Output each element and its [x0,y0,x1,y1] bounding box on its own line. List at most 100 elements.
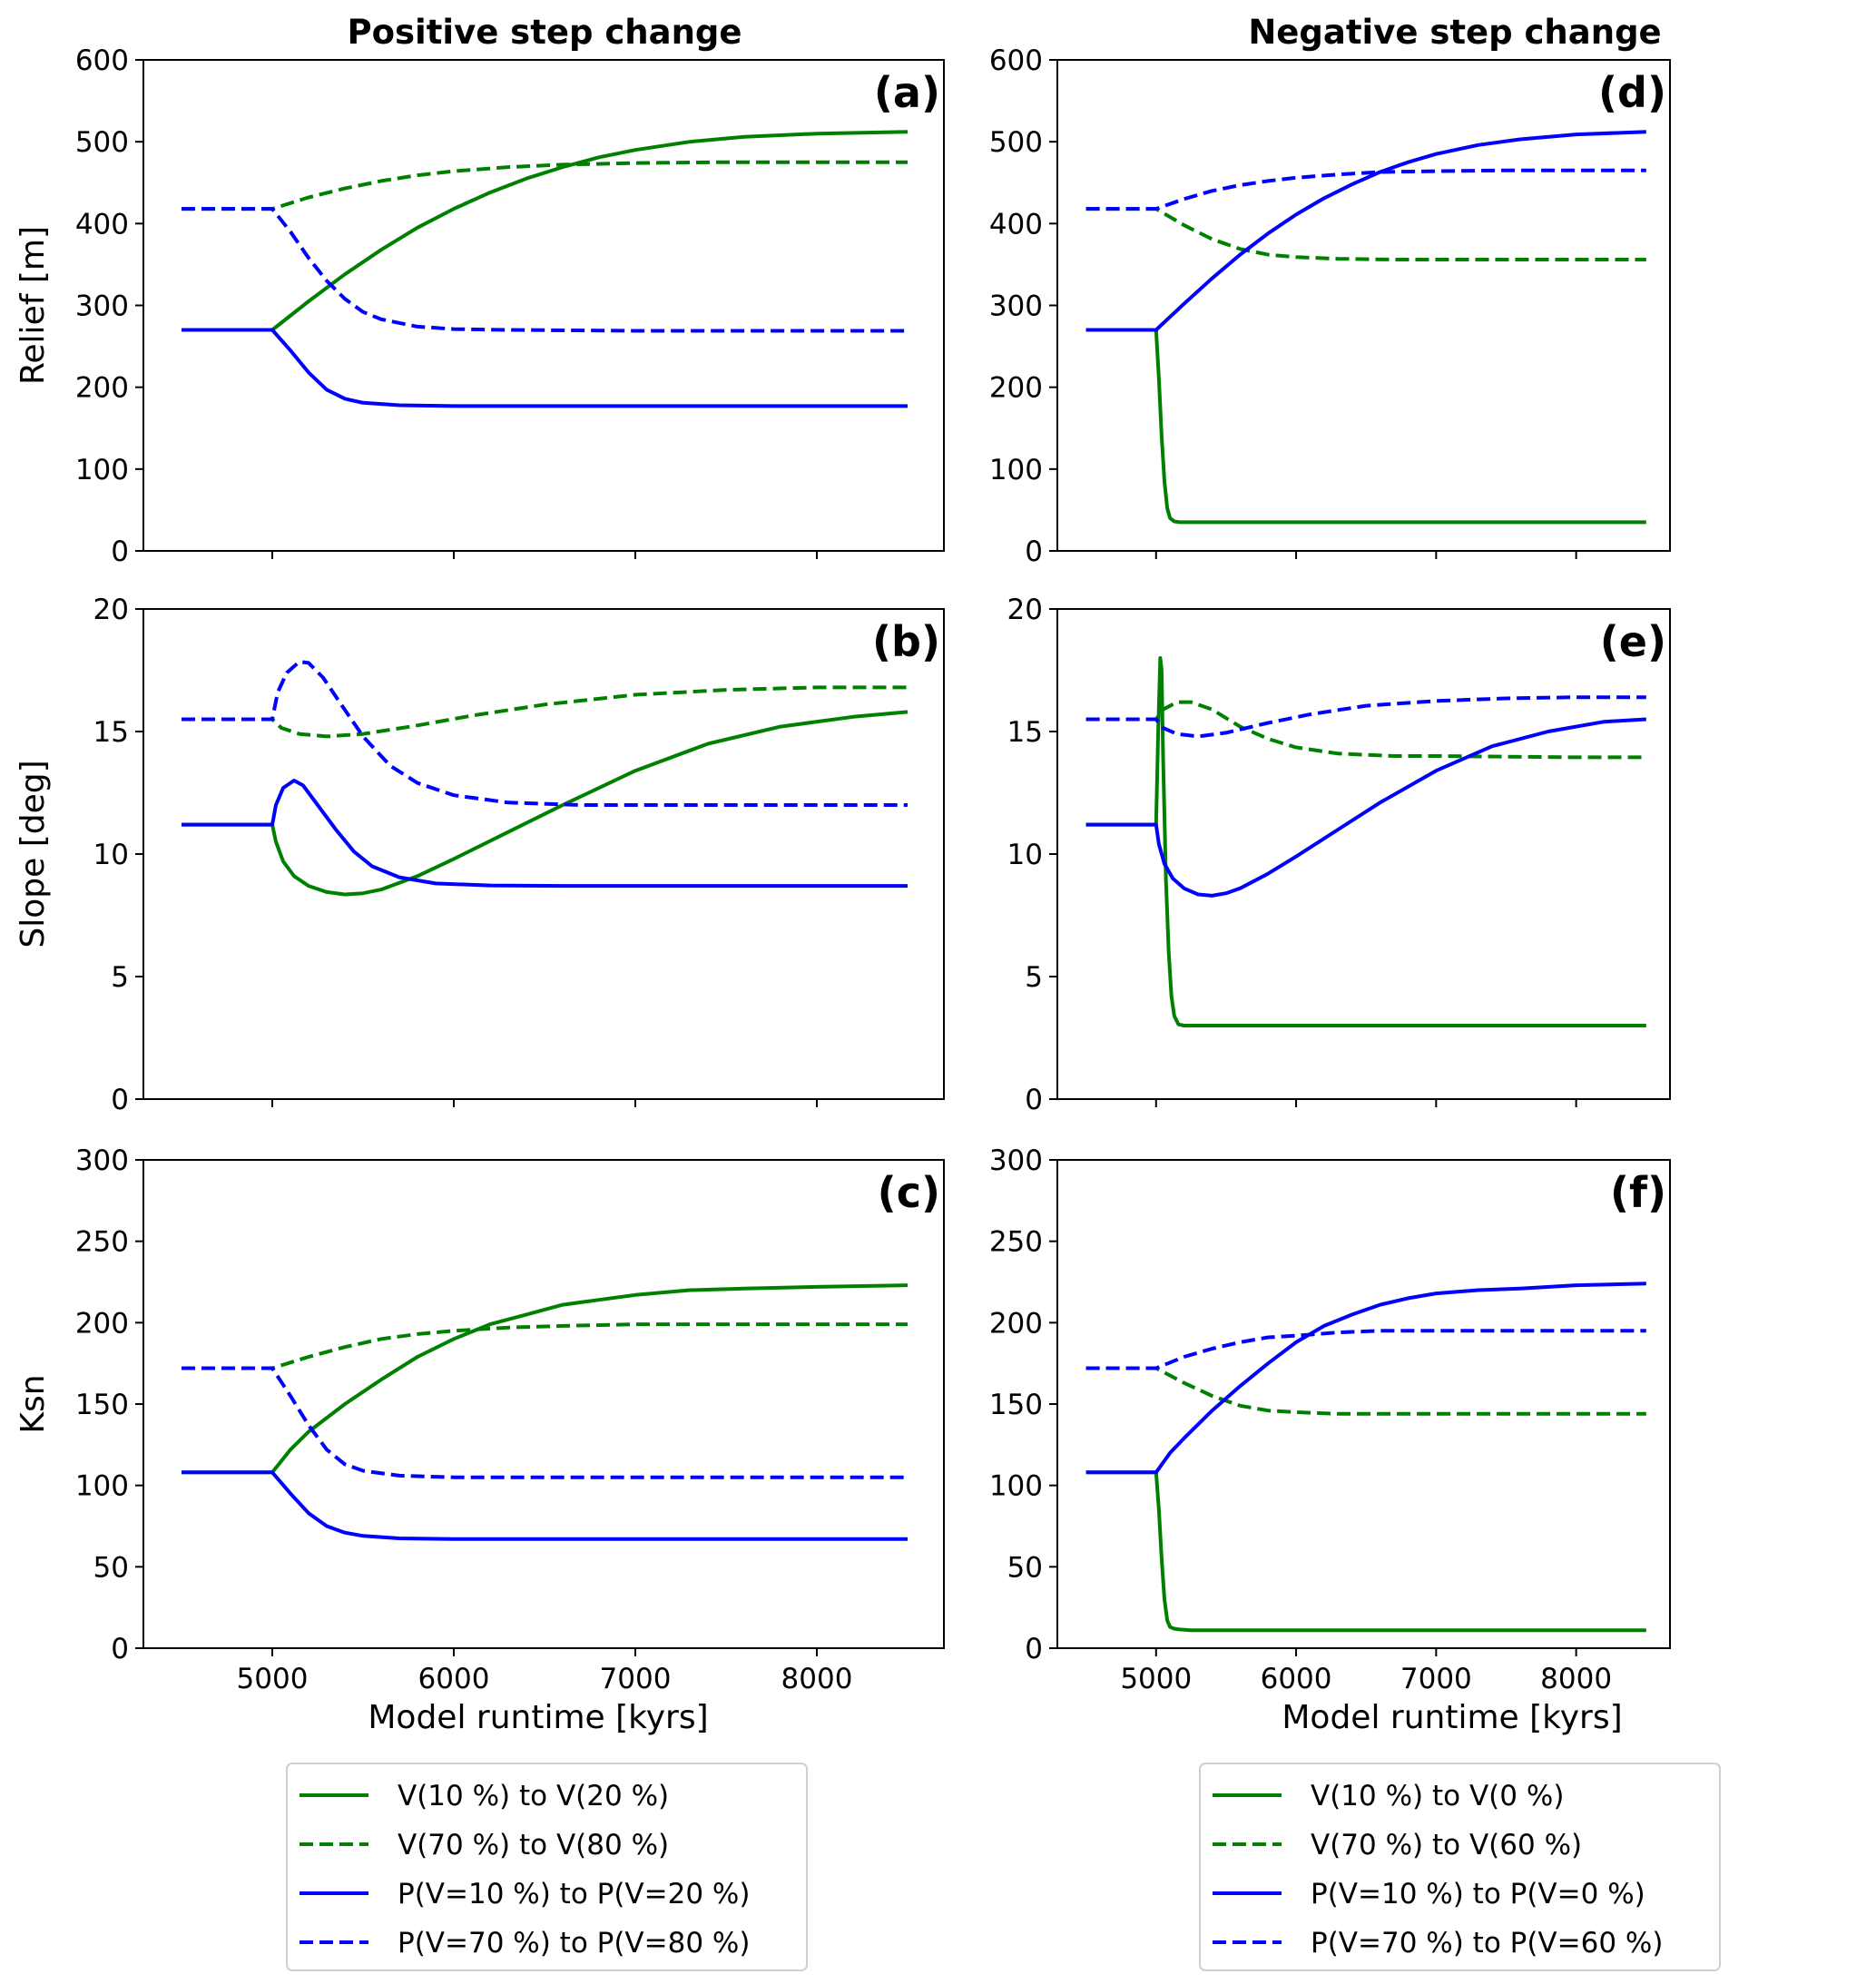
y-tick-label: 0 [111,535,129,568]
panel-label: (f) [1610,1168,1666,1217]
series-line-blue-solid [1085,1282,1646,1475]
y-tick-label: 300 [989,290,1043,323]
y-tick-label: 0 [111,1084,129,1116]
panel-label: (d) [1598,68,1666,117]
series-line-green-solid [182,1283,909,1475]
series-line-green-dashed [1085,207,1646,261]
y-tick-label: 400 [75,208,129,241]
y-tick-label: 50 [1007,1551,1043,1584]
y-tick-label: 100 [75,454,129,486]
y-tick-label: 200 [75,1307,129,1340]
panel-c: 0 50 100 150 200 250 300 5000 6000 7000 8000 (c) Ksn [15,1144,945,1695]
legend-entry-label: P(V=10 %) to P(V=0 %) [1311,1878,1645,1910]
legends: V(10 %) to V(20 %) V(70 %) to V(80 %) P(V=… [286,1763,1721,1971]
series-line-blue-solid [182,328,908,408]
y-tick-label: 250 [75,1226,129,1259]
y-tick-label: 100 [989,1470,1043,1503]
y-tick-label: 15 [93,716,129,749]
legend-box [286,1763,808,1971]
x-tick-label: 6000 [1261,1663,1332,1695]
y-tick-label: 200 [989,372,1043,405]
x-tick-label: 5000 [1120,1663,1192,1695]
y-tick-label: 600 [989,44,1043,77]
x-axis-label-right: Model runtime [kyrs] [1282,1699,1622,1736]
legend-entry-label: V(70 %) to V(80 %) [398,1829,669,1861]
panel-f: 0 50 100 150 200 250 300 5000 6000 7000 8000 (f) [989,1144,1671,1695]
y-tick-label: 300 [989,1144,1043,1177]
x-tick-label: 8000 [781,1663,853,1695]
y-tick-label: 0 [1025,535,1043,568]
x-tick-label: 8000 [1540,1663,1612,1695]
x-axis-label-left: Model runtime [kyrs] [368,1699,708,1736]
y-tick-label: 250 [989,1226,1043,1259]
panel-label: (e) [1600,617,1666,666]
y-tick-label: 300 [75,1144,129,1177]
y-tick-label: 500 [989,126,1043,159]
y-tick-label: 10 [93,839,129,871]
series-line-green-dashed [1085,1366,1646,1416]
y-tick-label: 150 [75,1389,129,1421]
y-axis-label: Slope [deg] [15,760,52,948]
y-tick-label: 200 [989,1307,1043,1340]
legend-entry-label: V(70 %) to V(60 %) [1311,1829,1582,1861]
legend-entry-label: V(10 %) to V(0 %) [1311,1780,1564,1812]
y-tick-label: 20 [1007,594,1043,626]
panel-e: 0 5 10 15 20 (e) [1007,594,1671,1116]
series-line-green-solid [182,710,909,897]
y-tick-label: 0 [111,1633,129,1665]
x-tick-label: 7000 [1400,1663,1472,1695]
y-tick-label: 300 [75,290,129,323]
series-line-green-solid [1085,328,1646,525]
series-line-blue-dashed [1085,168,1646,211]
y-tick-label: 10 [1007,839,1043,871]
column-title-positive: Positive step change [347,13,742,52]
y-tick-label: 0 [1025,1633,1043,1665]
series-line-blue-dashed [1085,1329,1646,1370]
y-tick-label: 100 [989,454,1043,486]
y-tick-label: 600 [75,44,129,77]
y-tick-label: 20 [93,594,129,626]
legend-entry-label: P(V=10 %) to P(V=20 %) [398,1878,750,1910]
series-line-blue-solid [1085,717,1646,898]
series-line-green-dashed [182,160,908,211]
series-line-blue-dashed [182,207,908,333]
legend-positive: V(10 %) to V(20 %) V(70 %) to V(80 %) P(V=… [286,1763,808,1971]
series-line-green-dashed [182,1322,908,1370]
panel-d: 0 100 200 300 400 500 600 (d) [989,44,1671,568]
panel-label: (b) [872,617,940,666]
y-tick-label: 100 [75,1470,129,1503]
panel-a: 0 100 200 300 400 500 600 (a) Relief [m] [15,44,945,568]
legend-entry-label: P(V=70 %) to P(V=80 %) [398,1927,750,1959]
y-axis-label: Ksn [15,1374,52,1433]
axes-frame [1056,1159,1671,1649]
y-tick-label: 150 [989,1389,1043,1421]
panel-b: 0 5 10 15 20 (b) Slope [deg] [15,594,945,1116]
y-tick-label: 5 [1025,961,1043,994]
y-tick-label: 15 [1007,716,1043,749]
x-tick-label: 5000 [237,1663,309,1695]
panel-label: (c) [878,1168,940,1217]
series-line-green-dashed [1085,700,1646,760]
series-line-green-solid [1085,656,1646,1027]
series-line-blue-solid [182,779,908,889]
y-tick-label: 400 [989,208,1043,241]
legend-entry-label: P(V=70 %) to P(V=60 %) [1311,1927,1663,1959]
y-tick-label: 0 [1025,1084,1043,1116]
series-line-green-dashed [182,685,908,739]
y-tick-label: 50 [93,1551,129,1584]
series-line-green-solid [1085,1470,1646,1633]
x-tick-label: 7000 [600,1663,672,1695]
axes-frame [142,1159,945,1649]
legend-entry-label: V(10 %) to V(20 %) [398,1780,669,1812]
y-tick-label: 500 [75,126,129,159]
legend-box [1199,1763,1721,1971]
series-line-blue-dashed [182,660,908,807]
y-tick-label: 200 [75,372,129,405]
y-axis-label: Relief [m] [15,226,52,385]
panel-label: (a) [874,68,940,117]
axes-frame [142,608,945,1100]
series-line-blue-solid [182,1470,908,1541]
x-tick-label: 6000 [418,1663,490,1695]
